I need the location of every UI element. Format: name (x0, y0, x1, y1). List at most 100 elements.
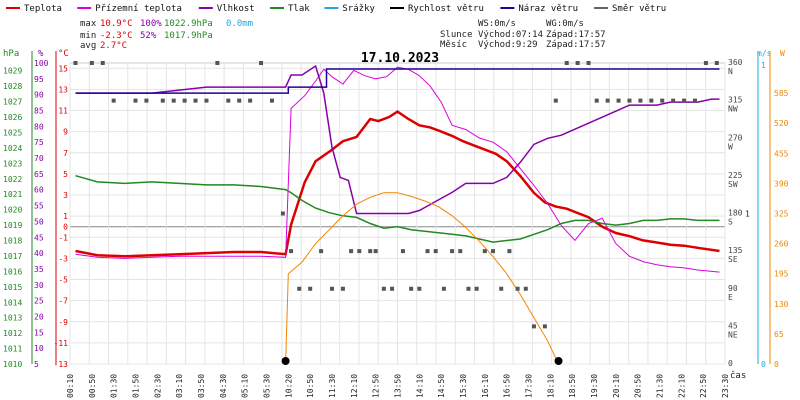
legend-label: Přízemní teplota (95, 4, 182, 14)
tick-direction-deg: 0 (728, 359, 733, 368)
stat-max-rain: 0.0mm (226, 19, 253, 29)
stat-sunrise: Východ:07:14 (478, 30, 543, 40)
tick-pressure: 1026 (3, 113, 22, 122)
tick-direction-deg: 270 (728, 133, 743, 142)
wind-direction-point (649, 98, 654, 103)
x-tick-label: 01:30 (110, 374, 119, 398)
wind-direction-point (308, 286, 313, 291)
tick-solar: 130 (774, 300, 789, 309)
x-tick-label: 23:30 (721, 374, 730, 398)
wind-direction-point (714, 61, 719, 65)
tick-direction-name: N (728, 67, 733, 76)
x-tick-label: 05:30 (263, 374, 272, 398)
x-tick-label: 01:50 (132, 374, 141, 398)
x-tick-label: 22:10 (677, 374, 686, 398)
tick-temperature: 1 (63, 212, 68, 221)
chart-title: 17.10.2023 (361, 51, 439, 66)
wind-direction-point (226, 98, 231, 103)
legend: Teplota Přízemní teplota Vlhkost Tlak Srážky… (6, 4, 666, 14)
x-tick-label: 21:30 (656, 374, 665, 398)
wind-direction-point (368, 249, 373, 254)
zero-marker: 1 (745, 210, 750, 219)
wind-direction-point (297, 286, 302, 291)
wind-direction-point (703, 61, 708, 65)
wind-direction-point (100, 61, 105, 65)
wind-direction-point (507, 249, 512, 254)
tick-pressure: 1011 (3, 345, 22, 354)
wind-direction-point (605, 98, 610, 103)
x-tick-label: 13:50 (394, 374, 403, 398)
x-tick-label: 20:10 (612, 374, 621, 398)
tick-humidity: 85 (34, 107, 44, 116)
x-tick-label: 17:30 (525, 374, 534, 398)
tick-direction-deg: 315 (728, 96, 743, 105)
stat-min-hum: 52% (140, 31, 157, 41)
x-tick-label: 22:50 (699, 374, 708, 398)
wind-direction-point (594, 98, 599, 103)
wind-direction-point (349, 249, 354, 254)
wind-direction-point (171, 98, 176, 103)
wind-direction-point (458, 249, 463, 254)
tick-humidity: 75 (34, 138, 44, 147)
tick-humidity: 35 (34, 265, 44, 274)
tick-humidity: 5 (34, 360, 39, 369)
sunset-marker (554, 357, 563, 365)
sunrise-marker (281, 357, 290, 365)
x-tick-label: 04:30 (219, 374, 228, 398)
stat-moonset: Západ:17:57 (546, 40, 606, 50)
tick-pressure: 1027 (3, 98, 22, 107)
wind-direction-point (491, 249, 496, 254)
wind-direction-point (692, 98, 697, 103)
wind-direction-point (400, 249, 405, 254)
tick-solar: 520 (774, 119, 789, 128)
x-tick-label: 05:10 (241, 374, 250, 398)
wind-direction-point (357, 249, 362, 254)
wind-direction-point (330, 286, 334, 291)
stat-moon: Měsíc (440, 40, 467, 50)
tick-pressure: 1012 (3, 329, 22, 338)
axis-label-pressure: hPa (3, 49, 19, 59)
tick-solar: 195 (774, 270, 789, 279)
stat-max-temp: 10.9°C (100, 19, 133, 29)
tick-humidity: 80 (34, 122, 44, 131)
axis-label-humidity: % (38, 49, 44, 59)
tick-temperature: 15 (58, 64, 68, 73)
series-line-2 (75, 64, 720, 215)
grid (69, 62, 726, 365)
tick-humidity: 95 (34, 75, 44, 84)
wind-direction-layer (73, 61, 719, 365)
tick-humidity: 50 (34, 217, 44, 226)
tick-temperature: -9 (58, 318, 68, 327)
wind-direction-point (259, 61, 264, 65)
wind-direction-point (289, 249, 294, 254)
tick-pressure: 1017 (3, 252, 22, 261)
wind-direction-point (671, 98, 676, 103)
tick-temperature: 3 (63, 191, 68, 200)
wind-direction-point (319, 249, 324, 254)
stat-ws: WS:0m/s (478, 19, 516, 29)
tick-pressure: 1013 (3, 314, 22, 323)
wind-direction-point (682, 98, 687, 103)
x-tick-label: 03:10 (175, 374, 184, 398)
wind-direction-point (482, 249, 487, 254)
x-tick-label: 16:50 (503, 374, 512, 398)
tick-pressure: 1022 (3, 175, 22, 184)
legend-label: Náraz větru (518, 4, 578, 14)
tick-pressure: 1029 (3, 67, 22, 76)
tick-humidity: 45 (34, 233, 44, 242)
tick-humidity: 100 (34, 59, 49, 68)
legend-label: Tlak (288, 4, 310, 14)
x-tick-label: 14:10 (415, 374, 424, 398)
tick-temperature: -5 (58, 276, 68, 285)
tick-direction-deg: 225 (728, 171, 743, 180)
tick-direction-deg: 90 (728, 284, 738, 293)
tick-temperature: -1 (58, 233, 68, 242)
stat-min-press: 1017.9hPa (164, 31, 213, 41)
wind-direction-point (409, 286, 414, 291)
tick-pressure: 1015 (3, 283, 22, 292)
series-line-3 (75, 174, 720, 243)
wind-direction-point (89, 61, 94, 65)
wind-direction-point (417, 286, 422, 291)
wind-direction-point (515, 286, 520, 291)
